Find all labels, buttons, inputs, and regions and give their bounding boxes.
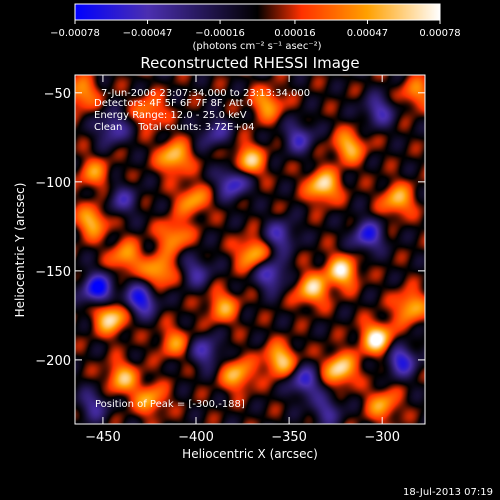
colorbar-tick-label: −0.00047	[123, 28, 173, 39]
colorbar-unit-label: (photons cm⁻² s⁻¹ asec⁻²)	[192, 41, 321, 52]
heatmap-image	[75, 75, 425, 424]
y-tick-label: −150	[35, 265, 71, 280]
x-tick-label: −350	[271, 430, 307, 445]
y-tick-label: −200	[35, 354, 71, 369]
y-tick-label: −50	[44, 87, 71, 102]
annotation-detectors: Detectors: 4F 5F 6F 7F 8F, Att 0	[94, 98, 253, 109]
x-tick-label: −300	[364, 430, 400, 445]
x-tick-label: −400	[178, 430, 214, 445]
peak-position-label: Position of Peak = [-300,-188]	[95, 399, 245, 410]
axis-ticks: −450 −400 −350 −300 −50 −100 −150 −200	[35, 75, 425, 445]
colorbar-ticks: −0.00078 −0.00047 −0.00016 0.00016 0.00047 0.…	[50, 20, 461, 39]
x-tick-label: −450	[85, 430, 121, 445]
colorbar-tick-label: −0.00078	[50, 28, 100, 39]
colorbar-tick-label: 0.00016	[274, 28, 315, 39]
footer-timestamp: 18-Jul-2013 07:19	[403, 487, 493, 498]
plot-frame	[74, 74, 426, 425]
annotation-block: 7-Jun-2006 23:07:34.000 to 23:13:34.000 …	[94, 88, 310, 133]
colorbar-tick-label: −0.00016	[195, 28, 245, 39]
colorbar-tick-label: 0.00078	[419, 28, 460, 39]
annotation-energy-range: Energy Range: 12.0 - 25.0 keV	[94, 110, 247, 121]
y-axis-label: Heliocentric Y (arcsec)	[13, 183, 27, 318]
colorbar	[74, 3, 441, 21]
annotation-time-range: 7-Jun-2006 23:07:34.000 to 23:13:34.000	[101, 88, 310, 99]
y-tick-label: −100	[35, 176, 71, 191]
chart-title: Reconstructed RHESSI Image	[140, 54, 359, 72]
colorbar-tick-label: 0.00047	[347, 28, 388, 39]
annotation-clean-counts: Clean Total counts: 3.72E+04	[94, 122, 254, 133]
x-axis-label: Heliocentric X (arcsec)	[182, 447, 318, 461]
